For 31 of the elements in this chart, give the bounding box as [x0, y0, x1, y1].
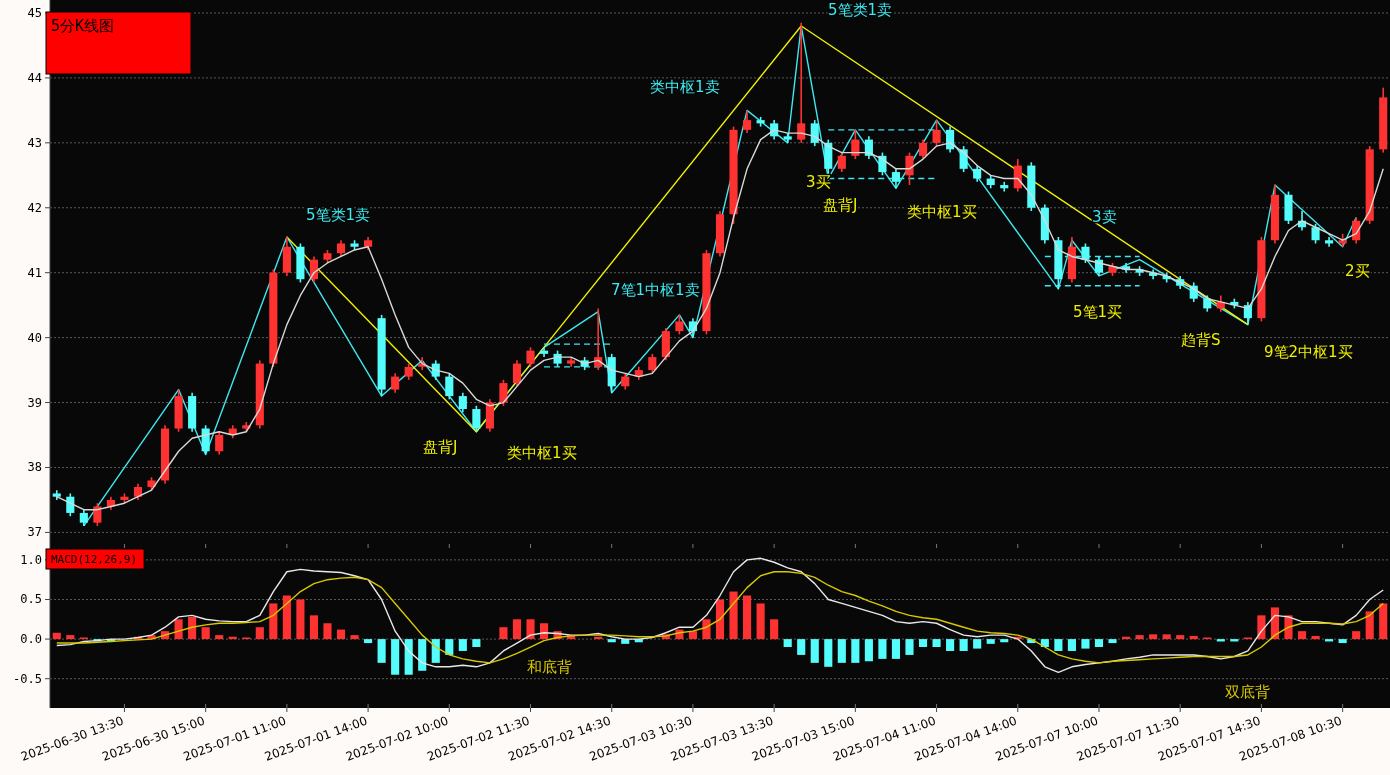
- annotation: 3买: [806, 173, 831, 191]
- annotation: 2买: [1345, 262, 1370, 280]
- annotation: 5笔类1卖: [828, 1, 893, 19]
- annotation: 3卖: [1092, 208, 1117, 226]
- y-tick-label: 44: [27, 70, 42, 85]
- y-tick-label: 39: [27, 395, 42, 410]
- annotation: 类中枢1买: [907, 203, 977, 221]
- y-tick-label: -0.5: [13, 671, 42, 686]
- annotation: 类中枢1卖: [650, 78, 720, 96]
- y-tick-label: 43: [27, 135, 42, 150]
- annotation: 盘背J: [423, 438, 458, 456]
- y-tick-label: 1.0: [20, 552, 42, 567]
- annotation: 5笔类1卖: [306, 206, 371, 224]
- y-tick-label: 42: [27, 200, 42, 215]
- annotation: 双底背: [1225, 683, 1270, 701]
- annotation: 和底背: [527, 658, 572, 676]
- annotation: 盘背J: [823, 196, 858, 214]
- y-tick-label: 41: [27, 265, 42, 280]
- annotation: 类中枢1买: [507, 444, 577, 462]
- y-tick-label: 45: [27, 5, 42, 20]
- y-tick-label: 40: [27, 330, 42, 345]
- y-tick-label: 0.5: [20, 592, 42, 607]
- annotation: 趋背S: [1181, 331, 1221, 349]
- y-tick-label: 0.0: [20, 632, 42, 647]
- y-tick-label: 37: [27, 525, 42, 540]
- annotation: 5笔1买: [1073, 303, 1123, 321]
- title-box: 5分K线图: [45, 11, 192, 75]
- y-tick-label: 38: [27, 460, 42, 475]
- annotation: 7笔1中枢1卖: [611, 281, 700, 299]
- annotation: 9笔2中枢1买: [1264, 343, 1353, 361]
- title-box: MACD(12,26,9): [45, 548, 145, 570]
